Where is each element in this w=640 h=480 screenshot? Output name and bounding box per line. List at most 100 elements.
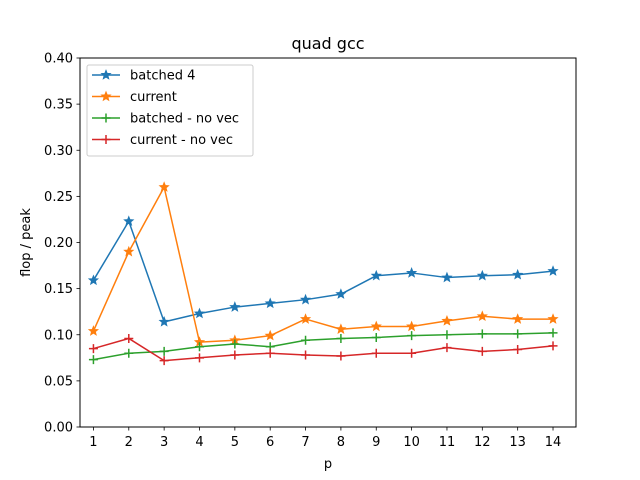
x-tick-label: 8 xyxy=(337,435,345,450)
data-point xyxy=(407,348,417,358)
data-point xyxy=(123,245,135,257)
legend-entry: current xyxy=(92,90,177,105)
series-2 xyxy=(87,181,559,347)
x-tick-label: 13 xyxy=(509,435,526,450)
legend-label: current - no vec xyxy=(130,133,233,148)
data-point xyxy=(299,293,312,305)
data-point xyxy=(123,215,135,227)
data-point xyxy=(230,350,240,360)
x-axis: 1 2 3 4 5 6 7 8 9 10 11 12 13 14 xyxy=(89,427,561,450)
data-point xyxy=(548,341,558,351)
x-tick-label: 14 xyxy=(545,435,562,450)
series-line xyxy=(93,337,554,362)
data-point xyxy=(264,297,276,309)
data-point xyxy=(407,331,417,341)
y-tick-label: 0.05 xyxy=(44,374,73,389)
data-point xyxy=(299,313,312,324)
chart-title: quad gcc xyxy=(291,34,364,53)
y-tick-label: 0.35 xyxy=(44,98,73,113)
x-tick-label: 10 xyxy=(403,435,420,450)
data-point xyxy=(547,265,559,276)
y-tick-label: 0.25 xyxy=(44,190,73,205)
legend-entry: batched 4 xyxy=(92,69,195,84)
data-point xyxy=(406,267,418,278)
legend-marker xyxy=(101,113,111,123)
data-point xyxy=(336,333,346,343)
y-axis: 0.00 0.05 0.10 0.15 0.20 0.25 0.30 0.35 0.40 xyxy=(44,52,80,436)
data-point xyxy=(442,343,452,353)
data-point xyxy=(88,344,98,354)
data-point xyxy=(265,348,275,358)
data-point xyxy=(193,307,206,319)
legend-entry: current - no vec xyxy=(92,133,233,148)
y-tick-label: 0.20 xyxy=(44,236,73,251)
data-point xyxy=(513,345,523,355)
data-point xyxy=(441,315,453,326)
data-point xyxy=(301,335,311,345)
data-point xyxy=(335,323,347,334)
x-tick-label: 5 xyxy=(231,435,239,450)
data-point xyxy=(512,268,524,280)
data-point xyxy=(547,313,559,324)
data-point xyxy=(158,181,170,192)
x-tick-label: 6 xyxy=(266,435,274,450)
legend-marker xyxy=(100,90,112,102)
data-point xyxy=(194,353,204,363)
series-line xyxy=(93,332,554,361)
data-point xyxy=(548,328,558,338)
data-point xyxy=(159,356,169,366)
data-point xyxy=(371,333,381,343)
x-tick-label: 2 xyxy=(125,435,133,450)
x-tick-label: 11 xyxy=(439,435,456,450)
legend-label: batched - no vec xyxy=(130,112,239,127)
data-point xyxy=(370,269,382,281)
x-axis-label: p xyxy=(324,457,332,472)
data-point xyxy=(230,339,240,349)
data-point xyxy=(477,329,487,339)
x-tick-label: 1 xyxy=(89,435,97,450)
x-tick-label: 3 xyxy=(160,435,168,450)
data-point xyxy=(124,348,134,358)
data-point xyxy=(158,315,170,327)
y-tick-label: 0.40 xyxy=(44,52,73,67)
series-1 xyxy=(87,215,559,327)
legend-marker xyxy=(101,135,111,144)
data-point xyxy=(335,288,347,299)
y-tick-label: 0.15 xyxy=(44,282,73,297)
data-point xyxy=(476,310,488,322)
data-point xyxy=(336,351,346,361)
x-tick-label: 7 xyxy=(301,435,309,450)
legend-label: current xyxy=(130,90,177,105)
legend: batched 4 current batched - no vec current … xyxy=(86,64,254,157)
data-point xyxy=(159,346,169,356)
x-tick-label: 9 xyxy=(372,435,380,450)
data-point xyxy=(88,355,98,365)
data-point xyxy=(301,350,311,360)
legend-entry: batched - no vec xyxy=(92,112,239,127)
data-point xyxy=(370,320,382,332)
series-line xyxy=(92,186,554,343)
data-point xyxy=(194,342,204,352)
data-point xyxy=(371,348,381,358)
data-point xyxy=(477,346,487,356)
y-tick-label: 0.00 xyxy=(44,421,73,436)
series-4 xyxy=(88,333,558,366)
data-point xyxy=(87,325,100,336)
series-line xyxy=(92,220,554,323)
data-point xyxy=(476,269,488,281)
data-point xyxy=(406,320,418,332)
plot-series xyxy=(87,181,559,366)
legend-label: batched 4 xyxy=(130,69,195,84)
data-point xyxy=(442,330,452,340)
plot-frame xyxy=(79,57,577,428)
y-tick-label: 0.10 xyxy=(44,328,73,343)
data-point xyxy=(229,301,241,312)
data-point xyxy=(87,274,100,286)
data-point xyxy=(441,271,453,283)
x-tick-label: 4 xyxy=(195,435,203,450)
data-point xyxy=(264,329,276,341)
legend-marker xyxy=(100,69,112,80)
legend-box xyxy=(86,64,254,157)
y-axis-label: flop / peak xyxy=(19,208,34,277)
